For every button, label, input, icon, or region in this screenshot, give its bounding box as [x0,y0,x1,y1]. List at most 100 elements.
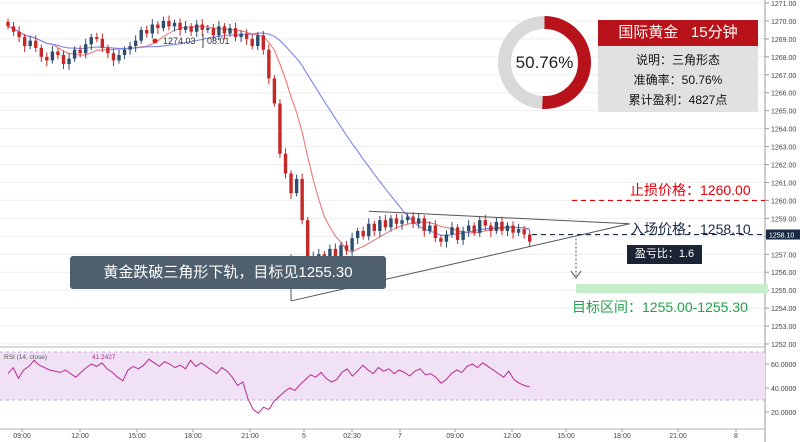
x-tick-label: 15:00 [557,433,575,440]
x-tick-label: 18:00 [613,433,631,440]
price-tick-label: 1266.00 [771,91,796,98]
candle-body [6,21,10,27]
candle-body [61,55,66,65]
candle-body [106,47,110,54]
candle-body [28,40,32,47]
candle-body [344,245,349,251]
candle-body [317,254,321,257]
candle-body [261,35,265,50]
x-tick-label: 5 [302,433,306,440]
candle-body [133,40,138,47]
candle-body [50,51,55,61]
rsi-band [0,352,765,400]
candle-body [178,22,182,30]
pattern-text: 说明：三角形态 [635,53,720,67]
candle-body [511,225,515,233]
x-tick-label: 18:00 [184,433,202,440]
timeframe-label: 15分钟 [690,24,738,41]
time-x-axis: 09:00 12:00 15:00 18:00 21:00 5 02:30 7 09:00 12:… [0,428,765,440]
candle-body [294,178,299,194]
x-tick-label: 15:00 [128,433,146,440]
price-tick-label: 1260.00 [771,198,796,205]
candle-body [372,223,376,231]
candle-body [89,37,93,45]
stop-loss-label: 止损价格：1260.00 [630,182,751,198]
candle-body [45,56,49,61]
candle-body [361,230,365,237]
candle-body [505,225,510,231]
candle-body [72,49,77,59]
donut-ring [498,16,591,109]
annotation-time: 08:01 [207,36,230,46]
candle-body [417,218,421,224]
candle-body [489,225,493,231]
candle-body [256,35,260,47]
moving-average-line [7,25,530,237]
risk-reward-badge: 盈亏比：1.6 [627,245,702,264]
candle-body [411,216,415,224]
candle-body [478,220,482,233]
candle-body [433,225,438,239]
price-tick-label: 1261.00 [771,180,796,187]
candle-body [289,173,293,194]
entry-label: 入场价格：1258.10 [630,221,751,237]
candle-body [516,229,521,233]
x-tick-label: 12:00 [503,433,521,440]
candle-body [389,218,393,228]
candle-body [150,24,154,34]
x-tick-label: 02:30 [343,433,361,440]
x-tick-label: 21:00 [669,433,687,440]
x-tick-label: 09:00 [13,433,31,440]
candle-body [95,37,99,39]
annotation-price: 1274.03 [163,36,196,46]
price-tick-label: 1270.00 [771,19,796,26]
x-tick-label: 21:00 [241,433,259,440]
candle-body [300,178,304,221]
candle-body [189,26,193,32]
price-tick-label: 1269.00 [771,37,796,44]
current-price-label: 1258.10 [769,233,794,240]
target-zone-band [576,284,768,293]
x-tick-label: 8 [734,433,738,440]
candle-body [222,26,227,34]
price-tick-label: 1271.00 [771,1,796,8]
candle-body [233,28,238,38]
candle-body [145,29,149,34]
accuracy-text: 准确率：50.76% [633,73,723,87]
candle-body [128,46,132,50]
candle-body [139,29,143,41]
candle-body [122,49,127,56]
candle-body [244,33,249,39]
candle-body [400,220,404,224]
price-tick-label: 1252.00 [771,342,796,349]
rsi-tick-label: 60.0000 [771,362,796,369]
info-panel-body: 说明：三角形态 准确率：50.76% 累计盈利：4827点 [598,46,758,112]
candle-body [156,24,160,29]
candle-body [328,248,332,258]
target-zone-label: 目标区间：1255.00-1255.30 [572,299,748,315]
candle-body [250,38,254,47]
candle-body [200,24,204,30]
candle-body [500,221,504,231]
candle-body [34,40,38,48]
x-tick-label: 12:00 [71,433,89,440]
price-tick-label: 1256.00 [771,270,796,277]
candle-body [211,28,216,36]
candle-body [461,230,465,240]
candle-body [111,53,116,61]
price-tick-label: 1268.00 [771,55,796,62]
price-y-axis: 1252.00 1253.00 1254.00 1255.00 1256.00 1257.… [764,0,800,442]
candle-body [450,227,454,235]
candle-body [278,103,282,154]
candle-body [283,153,288,174]
candle-body [78,49,82,54]
price-tick-label: 1257.00 [771,252,796,259]
candle-body [306,220,310,262]
candle-body [84,44,88,54]
candle-body [267,49,271,79]
candle-body [172,22,177,27]
candle-body [239,33,243,38]
price-levels [532,199,765,279]
price-tick-label: 1265.00 [771,109,796,116]
candle-body [394,218,399,224]
